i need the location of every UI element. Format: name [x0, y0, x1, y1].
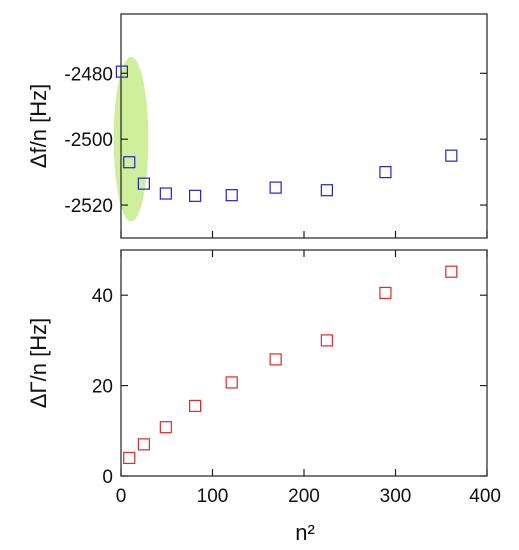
top-data-point: [189, 189, 202, 202]
top-y-tick-label: -2520: [64, 196, 113, 217]
highlight-ellipse: [113, 56, 149, 222]
bottom-data-point: [189, 399, 202, 413]
top-data-point: [115, 65, 129, 78]
bottom-data-point: [269, 353, 282, 366]
bottom-plot-frame: [120, 249, 488, 477]
top-data-point: [159, 187, 172, 200]
bottom-data-point: [159, 421, 172, 434]
bottom-y-tick-label: 0: [102, 467, 113, 488]
x-axis-label: n²: [295, 520, 315, 545]
x-tick-label: 0: [116, 486, 127, 507]
top-y-axis-label: Δf/n [Hz]: [26, 84, 51, 168]
top-data-point: [445, 149, 458, 162]
x-tick-label: 300: [380, 486, 412, 507]
bottom-y-axis-label: ΔΓ/n [Hz]: [26, 318, 51, 408]
bottom-data-point: [123, 451, 136, 465]
bottom-panel: 0 20 40 0 100 200 300 400 ΔΓ/n [Hz] n²: [26, 249, 501, 545]
bottom-data-point: [445, 265, 458, 278]
bottom-y-tick-label: 20: [92, 377, 113, 398]
top-data-point: [320, 184, 333, 197]
bottom-data-point: [320, 334, 333, 347]
bottom-data-point: [137, 438, 150, 451]
bottom-data-point: [379, 286, 392, 300]
top-data-point: [379, 166, 392, 179]
top-data-point: [137, 177, 150, 190]
top-panel: -2480 -2500 -2520 Δf/n [Hz]: [26, 13, 488, 239]
bottom-y-ticks: 0 20 40: [92, 286, 487, 488]
top-y-ticks: -2480 -2500 -2520: [64, 64, 488, 238]
top-plot-frame: [120, 13, 488, 239]
top-data-point: [225, 189, 238, 202]
x-tick-label: 100: [197, 486, 229, 507]
top-data-point: [123, 156, 136, 169]
x-tick-label: 200: [288, 486, 320, 507]
bottom-data-points: [123, 265, 458, 465]
bottom-x-ticks: 0 100 200 300 400: [116, 250, 501, 507]
x-tick-label: 400: [469, 486, 501, 507]
bottom-data-point: [225, 376, 238, 389]
top-y-tick-label: -2480: [64, 64, 113, 85]
bottom-y-tick-label: 40: [92, 286, 113, 307]
top-data-point: [269, 181, 282, 194]
top-data-points: [115, 65, 458, 202]
top-y-tick-label: -2500: [64, 130, 113, 151]
